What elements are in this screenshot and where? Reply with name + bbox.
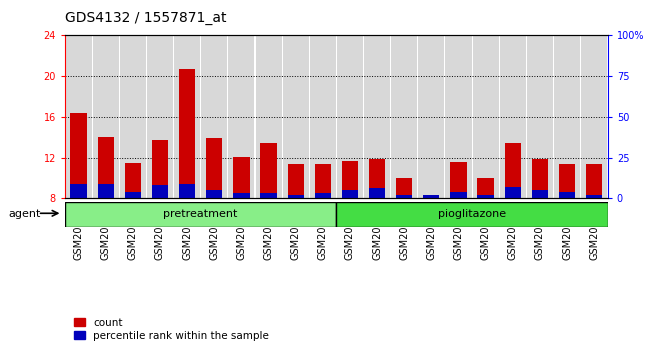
Bar bbox=[478, 195, 494, 198]
FancyBboxPatch shape bbox=[65, 202, 337, 227]
Bar bbox=[532, 159, 548, 198]
Bar bbox=[233, 156, 250, 198]
Bar bbox=[206, 190, 222, 198]
Bar bbox=[500, 35, 526, 198]
Bar bbox=[342, 190, 358, 198]
Text: pioglitazone: pioglitazone bbox=[438, 209, 506, 219]
Bar bbox=[93, 35, 119, 198]
Text: agent: agent bbox=[8, 209, 41, 219]
Bar bbox=[228, 35, 254, 198]
Bar bbox=[174, 35, 200, 198]
Bar bbox=[120, 35, 146, 198]
Bar bbox=[473, 35, 499, 198]
Bar bbox=[98, 137, 114, 198]
Bar bbox=[310, 35, 336, 198]
Bar bbox=[179, 184, 195, 198]
Bar bbox=[66, 35, 92, 198]
Bar bbox=[206, 138, 222, 198]
Bar bbox=[554, 35, 580, 198]
Bar bbox=[369, 159, 385, 198]
Bar bbox=[147, 35, 173, 198]
Bar bbox=[504, 187, 521, 198]
Legend: count, percentile rank within the sample: count, percentile rank within the sample bbox=[70, 314, 273, 345]
Bar bbox=[315, 193, 331, 198]
Bar bbox=[125, 162, 141, 198]
Bar bbox=[423, 196, 439, 198]
Bar bbox=[369, 188, 385, 198]
Bar bbox=[396, 178, 412, 198]
Bar bbox=[559, 192, 575, 198]
Bar bbox=[450, 161, 467, 198]
Bar bbox=[287, 164, 304, 198]
Bar bbox=[391, 35, 417, 198]
FancyBboxPatch shape bbox=[337, 202, 608, 227]
Bar bbox=[478, 178, 494, 198]
Bar bbox=[504, 143, 521, 198]
Bar bbox=[396, 195, 412, 198]
Bar bbox=[261, 143, 277, 198]
Bar bbox=[445, 35, 471, 198]
Bar bbox=[125, 192, 141, 198]
Bar bbox=[450, 192, 467, 198]
Bar bbox=[337, 35, 363, 198]
Bar bbox=[423, 195, 439, 198]
Bar bbox=[532, 190, 548, 198]
Bar bbox=[342, 161, 358, 198]
Bar bbox=[527, 35, 553, 198]
Bar bbox=[586, 195, 603, 198]
Bar bbox=[581, 35, 607, 198]
Bar bbox=[287, 195, 304, 198]
Bar bbox=[283, 35, 309, 198]
Bar bbox=[98, 184, 114, 198]
Bar bbox=[202, 35, 228, 198]
Bar bbox=[152, 185, 168, 198]
Bar bbox=[559, 164, 575, 198]
Bar bbox=[70, 184, 86, 198]
Bar bbox=[586, 164, 603, 198]
Bar bbox=[364, 35, 390, 198]
Bar bbox=[255, 35, 281, 198]
Bar bbox=[70, 113, 86, 198]
Text: pretreatment: pretreatment bbox=[164, 209, 238, 219]
Bar bbox=[179, 69, 195, 198]
Bar bbox=[419, 35, 445, 198]
Bar bbox=[152, 140, 168, 198]
Bar bbox=[233, 193, 250, 198]
Bar bbox=[315, 164, 331, 198]
Bar bbox=[261, 193, 277, 198]
Text: GDS4132 / 1557871_at: GDS4132 / 1557871_at bbox=[65, 11, 226, 25]
